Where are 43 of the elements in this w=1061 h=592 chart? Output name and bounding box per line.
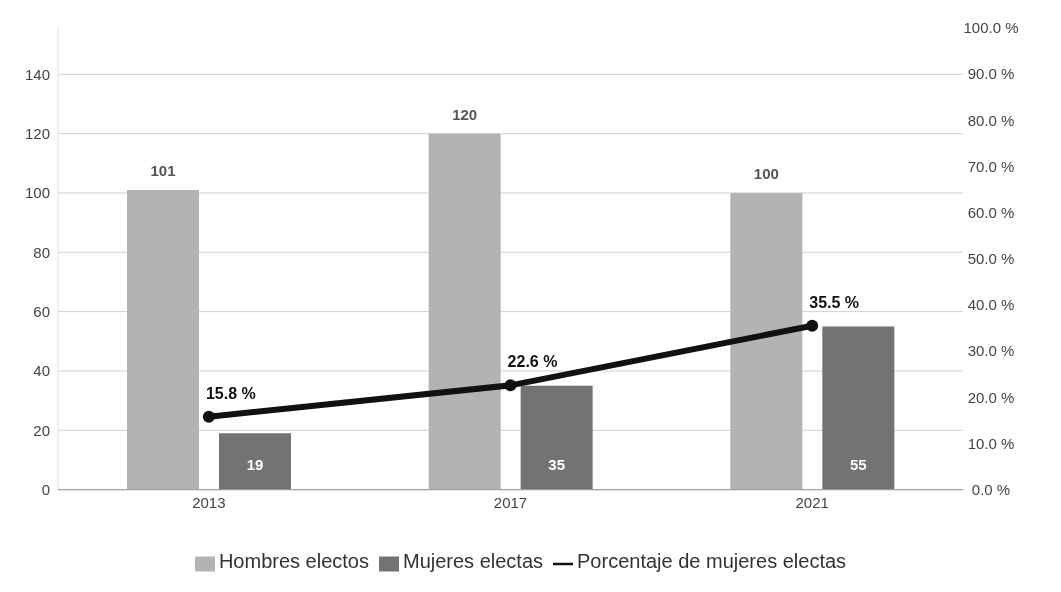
data-label: 15.8 %	[205, 384, 256, 402]
y2-tick-label: 100.0 %	[963, 19, 1019, 37]
point	[806, 319, 819, 332]
x-tick-label: 2013	[192, 494, 226, 512]
data-label: 55	[849, 455, 867, 473]
y2-tick-label: 10.0 %	[967, 434, 1015, 452]
data-label: 35.5 %	[809, 293, 860, 311]
legend-label: Mujeres electas	[402, 549, 544, 572]
bar	[428, 133, 501, 490]
point	[202, 410, 215, 423]
data-label: 101	[150, 162, 176, 179]
bar	[730, 192, 803, 490]
legend-label: Porcentaje de mujeres electas	[577, 549, 847, 572]
bar	[219, 433, 291, 490]
data-label: 35	[548, 455, 566, 473]
y-tick-label: 140	[24, 65, 50, 83]
bar	[520, 385, 593, 490]
bar	[127, 190, 199, 490]
data-label: 120	[452, 105, 478, 123]
y-tick-label: 80	[33, 243, 50, 261]
x-tick-label: 2017	[493, 494, 528, 512]
y2-tick-label: 60.0 %	[967, 203, 1015, 221]
point	[504, 379, 517, 392]
y-tick-label: 100	[24, 184, 50, 202]
y2-tick-label: 40.0 %	[967, 296, 1015, 314]
y2-tick-label: 90.0 %	[967, 65, 1015, 83]
data-label: 22.6 %	[507, 353, 558, 371]
legend-label: Hombres electos	[218, 549, 369, 572]
y-tick-label: 0	[41, 481, 50, 498]
y2-tick-label: 20.0 %	[967, 388, 1015, 406]
data-label: 19	[246, 455, 264, 473]
y-tick-label: 120	[24, 124, 50, 142]
y2-tick-label: 80.0 %	[967, 111, 1015, 129]
y-tick-label: 20	[33, 421, 50, 439]
y-tick-label: 60	[33, 302, 50, 320]
y2-tick-label: 50.0 %	[967, 250, 1015, 268]
y-tick-label: 40	[33, 362, 50, 380]
y2-tick-label: 70.0 %	[967, 157, 1015, 175]
bar	[822, 326, 895, 490]
data-label: 100	[753, 164, 779, 182]
y2-tick-label: 0.0 %	[971, 481, 1011, 498]
y2-tick-label: 30.0 %	[967, 342, 1015, 360]
x-tick-label: 2021	[795, 494, 829, 512]
